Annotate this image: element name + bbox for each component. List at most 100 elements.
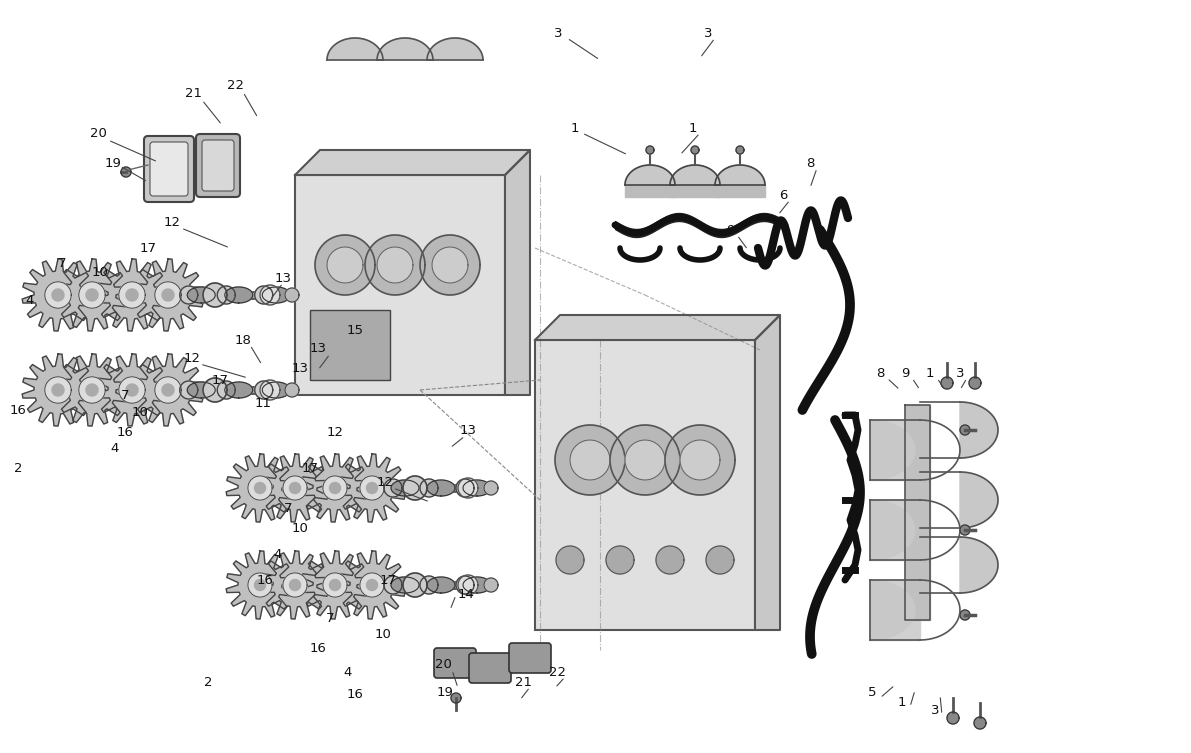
Text: 21: 21 [185,87,201,99]
Polygon shape [295,150,530,175]
Polygon shape [202,378,227,402]
Polygon shape [289,483,300,493]
Text: 3: 3 [955,367,965,380]
Polygon shape [225,382,252,398]
Polygon shape [947,712,959,724]
Polygon shape [226,454,294,522]
Text: 7: 7 [326,611,335,624]
Polygon shape [255,580,266,590]
Polygon shape [255,286,273,304]
Polygon shape [463,577,491,593]
Polygon shape [338,454,406,522]
Polygon shape [79,376,105,403]
Text: 9: 9 [900,367,909,380]
Polygon shape [463,480,491,496]
Text: 5: 5 [868,687,877,700]
Polygon shape [301,454,369,522]
Polygon shape [261,454,329,522]
Text: 7: 7 [57,257,67,270]
Polygon shape [484,481,498,495]
Polygon shape [328,38,384,60]
Text: 13: 13 [310,342,326,355]
Polygon shape [366,235,425,295]
Text: 11: 11 [255,397,272,410]
Polygon shape [378,247,413,283]
FancyBboxPatch shape [295,175,505,395]
Text: 18: 18 [235,334,251,346]
Text: 16: 16 [117,425,133,438]
Polygon shape [262,382,291,398]
Polygon shape [456,479,474,497]
Polygon shape [869,580,915,640]
Polygon shape [403,476,428,500]
Polygon shape [869,500,915,560]
Polygon shape [459,478,478,498]
Polygon shape [289,580,300,590]
FancyBboxPatch shape [469,653,511,683]
Polygon shape [330,580,341,590]
Polygon shape [505,150,530,395]
Polygon shape [555,425,625,495]
Polygon shape [126,289,138,301]
Polygon shape [360,573,385,597]
Text: 20: 20 [435,659,451,672]
Polygon shape [217,286,236,304]
Text: 2: 2 [14,462,23,474]
Polygon shape [255,381,273,399]
Text: 7: 7 [120,389,130,401]
Polygon shape [328,247,363,283]
Polygon shape [484,578,498,592]
Polygon shape [260,380,280,400]
Text: 10: 10 [92,266,108,279]
Polygon shape [570,440,610,480]
Polygon shape [974,717,986,729]
Polygon shape [45,376,71,403]
Polygon shape [338,551,406,619]
Polygon shape [217,381,236,399]
Polygon shape [226,551,294,619]
Polygon shape [715,185,765,197]
FancyBboxPatch shape [144,136,194,202]
Text: 7: 7 [283,501,292,514]
Text: 4: 4 [26,294,35,306]
Polygon shape [285,288,299,302]
Text: 16: 16 [256,574,274,587]
Polygon shape [375,581,495,589]
Text: 4: 4 [111,441,119,455]
Polygon shape [367,483,378,493]
Polygon shape [283,476,307,500]
Text: 13: 13 [292,361,308,374]
Polygon shape [262,287,291,303]
Polygon shape [656,546,684,574]
Polygon shape [625,440,665,480]
Polygon shape [969,377,981,389]
Text: 10: 10 [374,629,392,642]
Polygon shape [86,384,98,396]
Polygon shape [606,546,634,574]
Polygon shape [755,315,780,630]
Text: 3: 3 [554,26,562,39]
Polygon shape [23,259,94,331]
Polygon shape [960,425,969,435]
Text: 9: 9 [725,224,734,236]
Text: 8: 8 [806,157,815,169]
Text: 1: 1 [925,367,934,380]
Polygon shape [132,259,204,331]
Polygon shape [960,610,969,620]
Polygon shape [45,282,71,308]
Polygon shape [905,405,930,620]
Polygon shape [420,576,438,594]
Polygon shape [261,551,329,619]
Text: 13: 13 [274,272,292,285]
Polygon shape [610,425,680,495]
Text: 22: 22 [226,78,243,92]
Polygon shape [556,546,584,574]
Text: 6: 6 [779,188,787,202]
Polygon shape [375,484,495,492]
Polygon shape [283,573,307,597]
Polygon shape [671,165,721,185]
Text: 16: 16 [10,404,26,416]
Polygon shape [162,289,174,301]
Polygon shape [960,537,998,593]
Text: 1: 1 [570,121,579,135]
